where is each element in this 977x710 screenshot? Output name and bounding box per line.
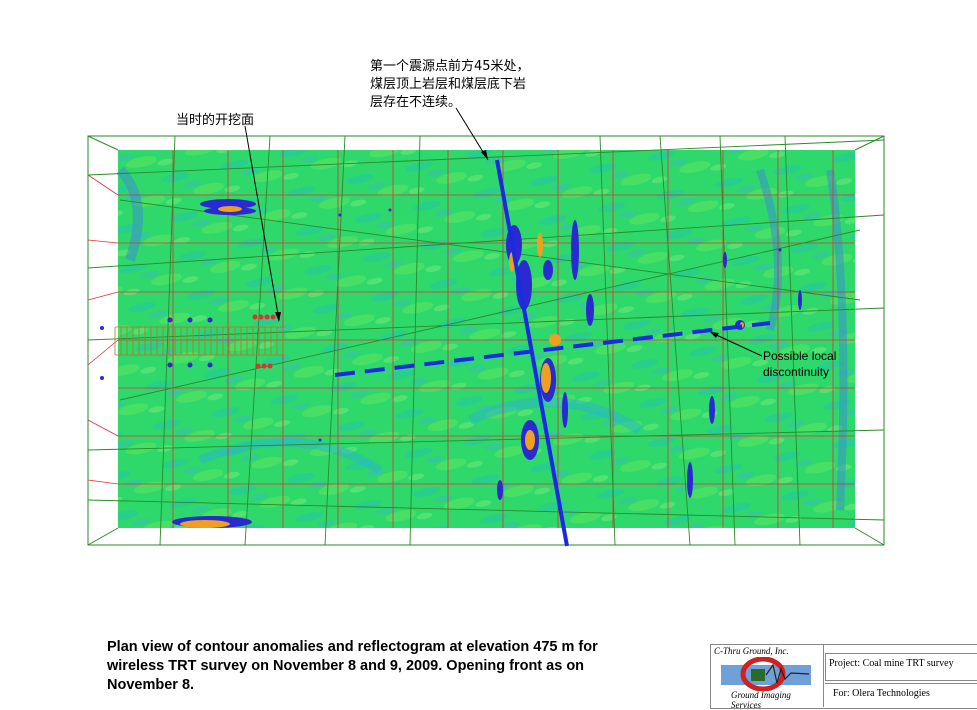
leader-seismic-note bbox=[455, 107, 489, 161]
discontinuity-dashed-line bbox=[334, 321, 771, 377]
outer-frame bbox=[87, 135, 885, 546]
client-label: For: Olera Technologies bbox=[833, 688, 930, 699]
sensor-dots bbox=[167, 314, 276, 369]
leader-discontinuity-note bbox=[711, 332, 763, 357]
seismic-note: 第一个震源点前方45米处， 煤层顶上岩层和煤层底下岩 层存在不连续。 bbox=[370, 58, 570, 112]
title-block: C-Thru Ground, Inc. Ground Imaging Servi… bbox=[710, 644, 977, 710]
project-label: Project: Coal mine TRT survey bbox=[829, 658, 954, 669]
caption-line: November 8. bbox=[107, 677, 195, 693]
client-cell bbox=[825, 683, 977, 706]
logo-wave-icon bbox=[721, 657, 811, 691]
seismic-note-line: 第一个震源点前方45米处， bbox=[370, 59, 530, 74]
caption-line: wireless TRT survey on November 8 and 9,… bbox=[107, 658, 585, 674]
logo-company-name: C-Thru Ground, Inc. bbox=[714, 646, 789, 656]
company-logo: C-Thru Ground, Inc. Ground Imaging Servi… bbox=[711, 645, 824, 710]
anomaly-top-left bbox=[200, 199, 256, 215]
project-cell bbox=[825, 653, 977, 681]
seismic-note-line: 层存在不连续。 bbox=[370, 95, 462, 110]
leader-front-note bbox=[244, 125, 280, 321]
low-amplitude-streaks bbox=[116, 166, 848, 511]
discontinuity-note-line: discontinuity bbox=[763, 365, 830, 379]
front-note: 当时的开挖面 bbox=[176, 113, 255, 128]
green-grid bbox=[87, 135, 885, 546]
discontinuity-note-line: Possible local bbox=[763, 349, 837, 363]
anomaly-bottom-left bbox=[172, 516, 252, 528]
figure-caption: Plan view of contour anomalies and refle… bbox=[107, 638, 677, 695]
logo-tagline: Ground Imaging Services bbox=[731, 690, 791, 710]
discontinuity-note: Possible local discontinuity bbox=[763, 348, 873, 380]
seismic-note-line: 煤层顶上岩层和煤层底下岩 bbox=[370, 77, 527, 92]
caption-line: Plan view of contour anomalies and refle… bbox=[107, 639, 598, 655]
anomaly-central-cluster bbox=[506, 220, 594, 460]
tunnel-hatch bbox=[114, 326, 285, 356]
